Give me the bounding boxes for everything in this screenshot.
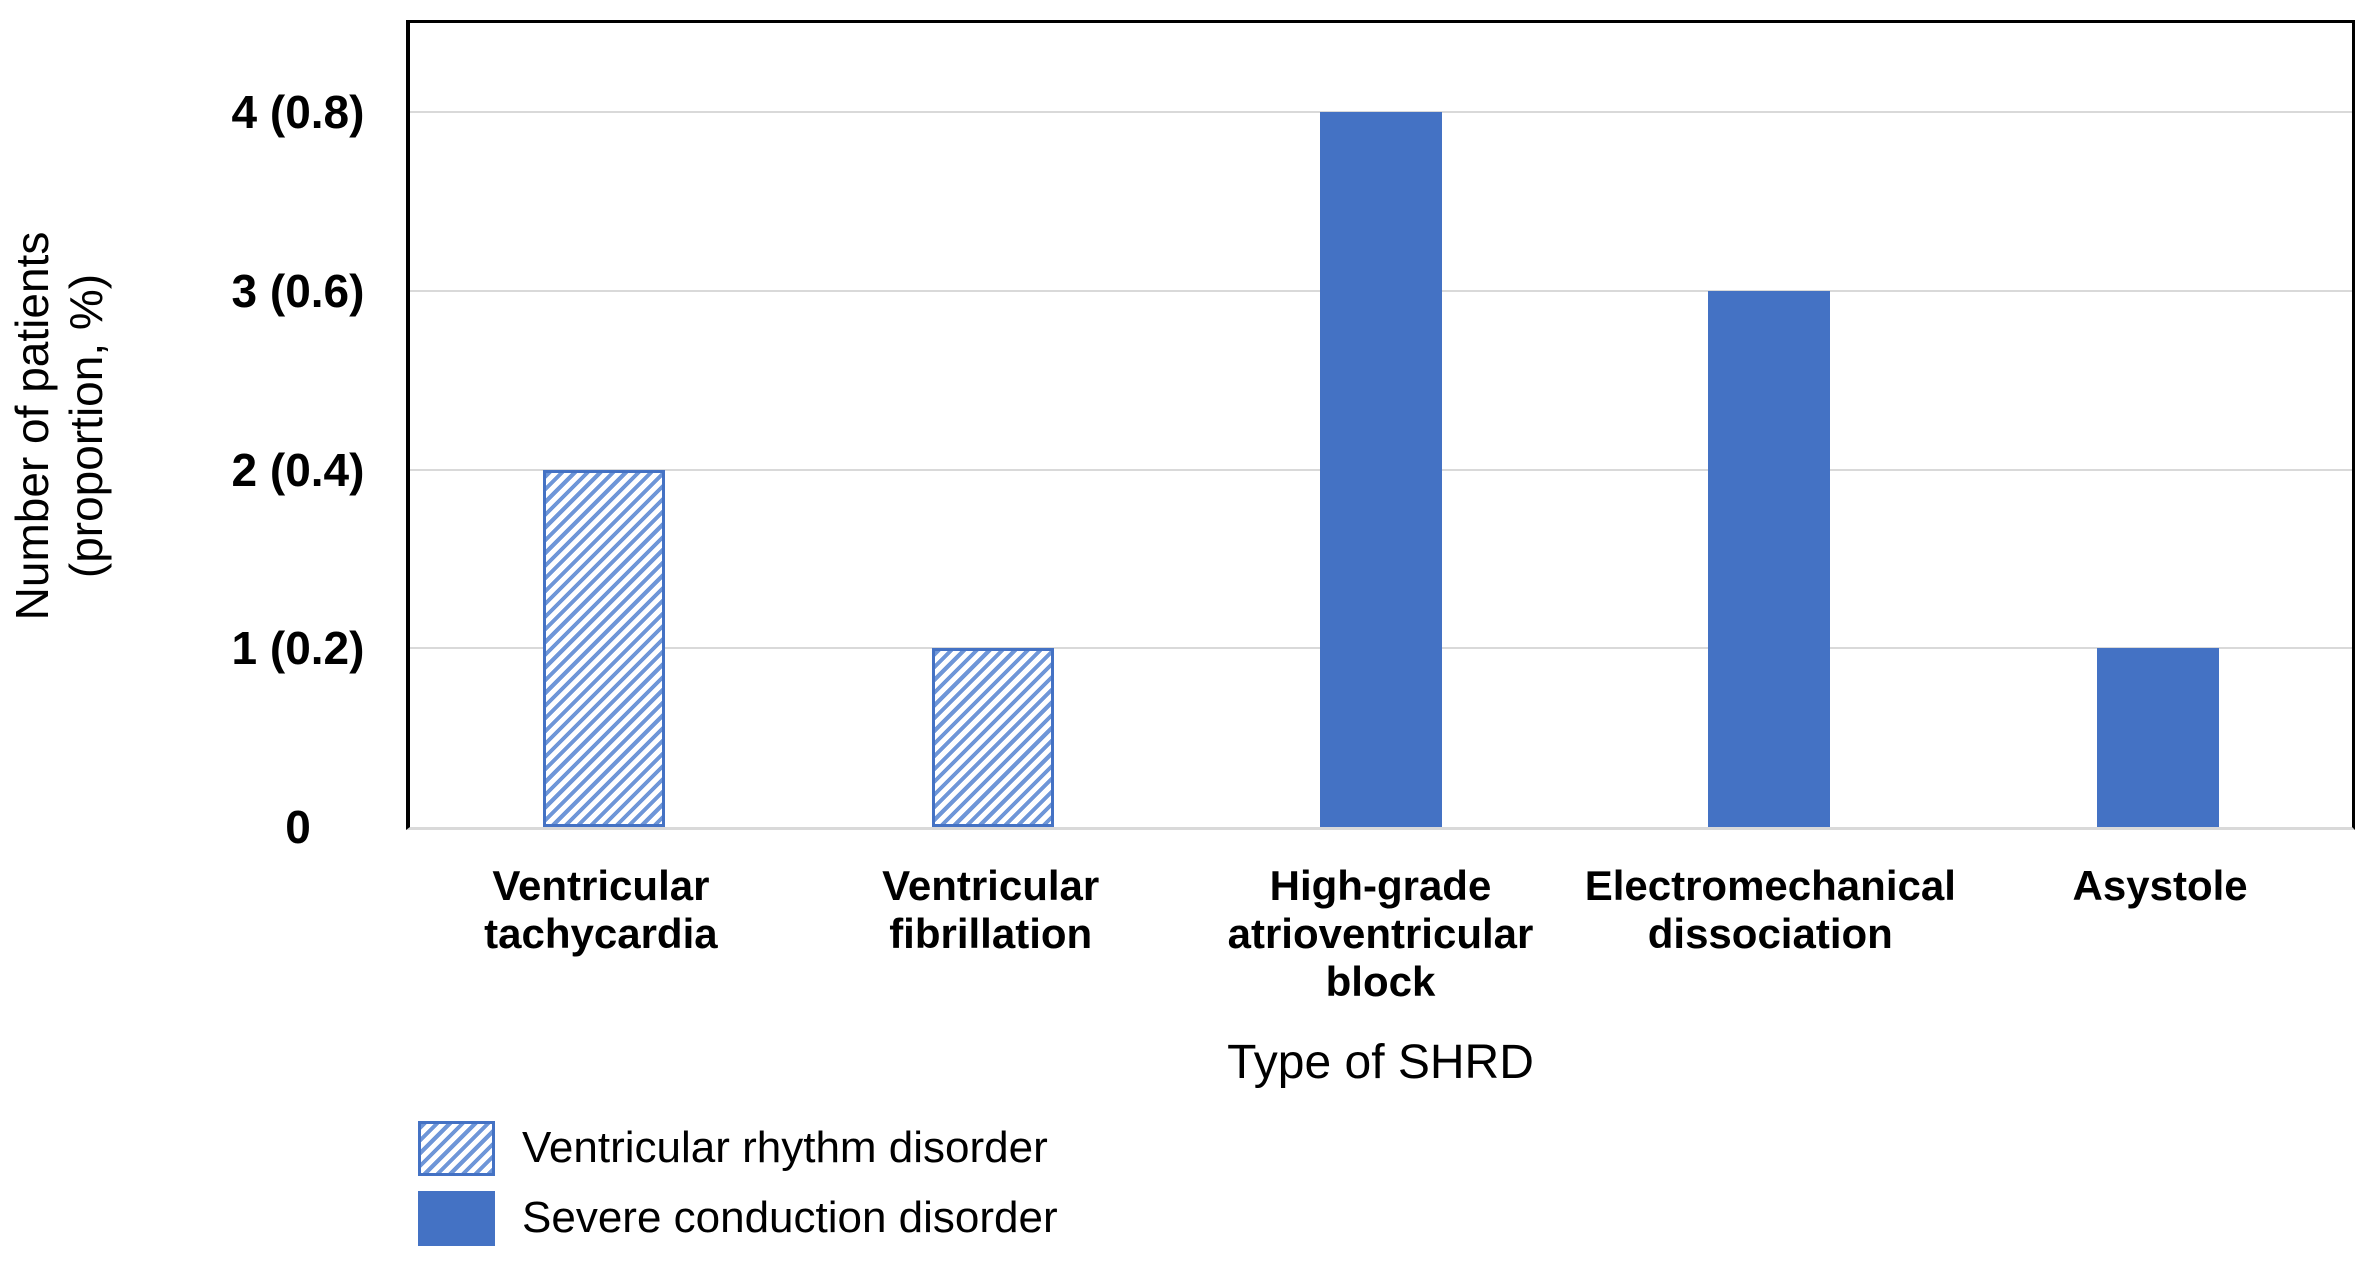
- bar-high-grade-atrioventricular-block: [1320, 112, 1442, 827]
- bar-electromechanical-dissociation: [1708, 291, 1831, 827]
- y-axis-title-line-1: Number of patients: [6, 231, 58, 621]
- bar-ventricular-fibrillation: [931, 648, 1054, 827]
- category-label-ventricular-fibrillation: Ventricular fibrillation: [882, 862, 1100, 957]
- legend-swatch-solid: [418, 1190, 495, 1246]
- bar-asystole: [2096, 648, 2219, 827]
- category-label-ventricular-tachycardia: Ventricular tachycardia: [484, 862, 718, 957]
- legend-swatch-hatched: [418, 1120, 495, 1176]
- legend-item-ventricular-rhythm-disorder: Ventricular rhythm disorder: [418, 1120, 1058, 1176]
- gridline-4: [410, 111, 2352, 114]
- bar-ventricular-tachycardia: [543, 469, 666, 827]
- plot-area: [406, 20, 2355, 830]
- x-axis-labels: Ventricular tachycardia Ventricular fibri…: [406, 862, 2355, 1006]
- y-tick-label-2: 2 (0.4): [231, 443, 365, 496]
- legend: Ventricular rhythm disorder Severe conduc…: [418, 1120, 1058, 1260]
- category-label-electromechanical-dissociation: Electromechanical dissociation: [1584, 862, 1956, 957]
- legend-item-severe-conduction-disorder: Severe conduction disorder: [418, 1190, 1058, 1246]
- legend-label: Severe conduction disorder: [522, 1193, 1058, 1242]
- x-axis-title: Type of SHRD: [1227, 1036, 1534, 1089]
- y-tick-label-4: 4 (0.8): [231, 86, 365, 139]
- category-label-asystole: Asystole: [2072, 862, 2248, 909]
- y-axis-ticks: 0 1 (0.2) 2 (0.4) 3 (0.6) 4 (0.8): [73, 23, 523, 853]
- y-tick-label-0: 0: [285, 801, 311, 853]
- y-tick-label-3: 3 (0.6): [231, 265, 365, 317]
- legend-label: Ventricular rhythm disorder: [522, 1123, 1048, 1172]
- y-tick-label-1: 1 (0.2): [231, 622, 365, 675]
- category-label-high-grade-atrioventricular-block: High-grade atrioventricular block: [1227, 862, 1534, 1005]
